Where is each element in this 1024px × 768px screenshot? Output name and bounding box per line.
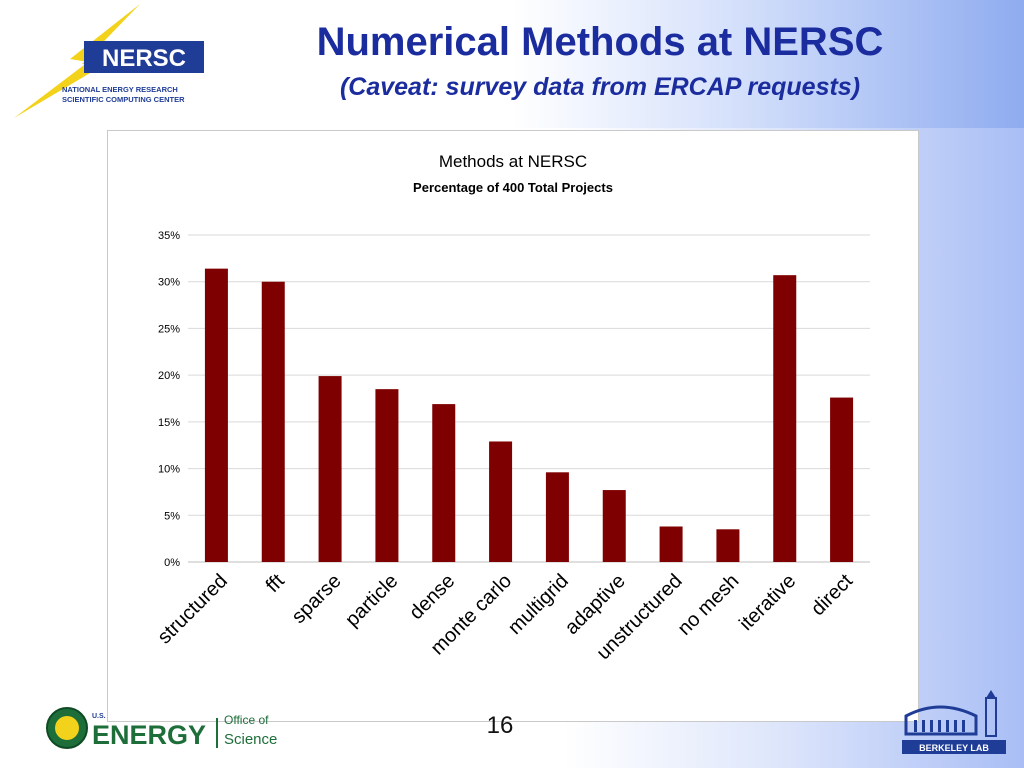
bar xyxy=(204,268,228,562)
nersc-logo: NERSC NATIONAL ENERGY RESEARCH SCIENTIFI… xyxy=(14,4,204,118)
lbl-tower-top-icon xyxy=(986,690,996,698)
y-tick-label: 10% xyxy=(158,464,180,476)
y-tick-label: 30% xyxy=(158,277,180,289)
bar xyxy=(545,472,569,562)
slide-title: Numerical Methods at NERSC xyxy=(316,20,884,64)
chart-title: Methods at NERSC xyxy=(439,152,587,171)
y-tick-label: 35% xyxy=(158,230,180,242)
bars xyxy=(204,268,854,562)
x-tick-label: iterative xyxy=(735,570,800,635)
page-number: 16 xyxy=(486,712,514,739)
berkeley-lab-logo: BERKELEY LAB xyxy=(902,690,1006,754)
nersc-lightning-icon xyxy=(14,4,140,118)
nersc-mark: NERSC xyxy=(102,45,186,72)
nersc-line2: SCIENTIFIC COMPUTING CENTER xyxy=(62,95,185,104)
nersc-line1: NATIONAL ENERGY RESEARCH xyxy=(62,85,178,94)
chart-container: Methods at NERSC Percentage of 400 Total… xyxy=(107,130,919,722)
gridlines xyxy=(188,234,870,563)
x-tick-label: fft xyxy=(262,570,289,597)
bar-chart: Methods at NERSC Percentage of 400 Total… xyxy=(154,152,870,664)
y-tick-label: 25% xyxy=(158,323,180,335)
bar xyxy=(432,404,456,562)
doe-divider xyxy=(216,718,218,748)
y-tick-label: 15% xyxy=(158,417,180,429)
doe-office-text: Office of xyxy=(224,713,269,727)
x-tick-label: no mesh xyxy=(674,570,744,640)
bar xyxy=(261,281,285,562)
bar xyxy=(716,529,740,562)
chart-subtitle: Percentage of 400 Total Projects xyxy=(413,180,613,195)
x-tick-label: particle xyxy=(341,570,402,631)
doe-small-text: U.S. xyxy=(92,713,106,720)
bar xyxy=(602,490,626,562)
doe-seal-inner-icon xyxy=(55,716,79,740)
bar xyxy=(773,275,797,562)
lbl-banner xyxy=(902,740,1006,754)
y-tick-label: 5% xyxy=(164,510,180,522)
bar xyxy=(830,397,854,562)
lbl-columns xyxy=(914,720,965,732)
slide-subtitle: (Caveat: survey data from ERCAP requests… xyxy=(339,73,861,101)
doe-word: ENERGY xyxy=(92,720,206,750)
nersc-blue-panel xyxy=(84,41,204,73)
x-tick-label: structured xyxy=(154,570,232,648)
bar xyxy=(318,376,342,562)
lbl-building-icon xyxy=(904,705,978,736)
x-tick-label: dense xyxy=(405,570,459,624)
bar xyxy=(659,526,683,562)
y-tick-label: 0% xyxy=(164,557,180,569)
doe-logo: U.S. ENERGY Office of Science xyxy=(46,707,277,750)
lbl-tower-icon xyxy=(985,697,997,737)
y-tick-label: 20% xyxy=(158,370,180,382)
lbl-word: BERKELEY LAB xyxy=(919,743,989,753)
x-tick-label: direct xyxy=(807,570,857,620)
x-tick-label: sparse xyxy=(288,570,346,628)
bar xyxy=(489,441,513,562)
y-axis: 0% 5% 10% 15% 20% 25% 30% 35% xyxy=(158,230,180,569)
x-tick-label: multigrid xyxy=(504,570,573,639)
doe-science-text: Science xyxy=(224,731,277,748)
bar xyxy=(375,389,399,562)
